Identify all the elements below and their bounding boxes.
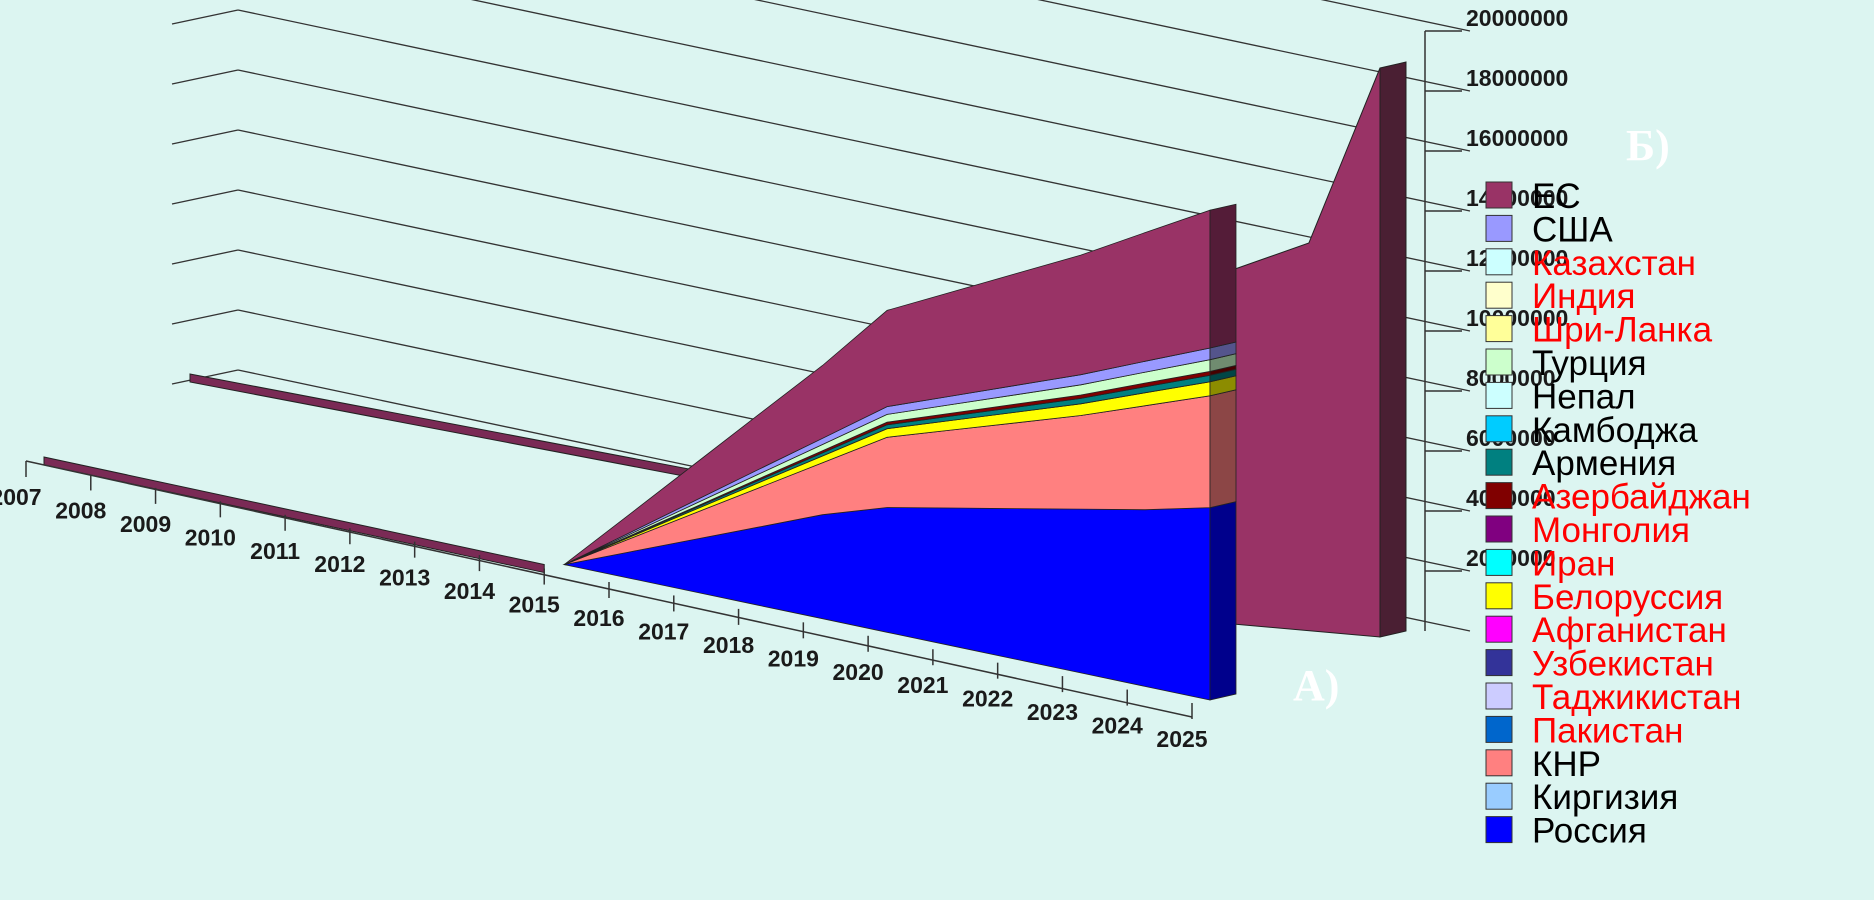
- legend-swatch: [1485, 715, 1513, 743]
- legend-label: Киргизия: [1532, 778, 1678, 817]
- legend-swatch: [1485, 482, 1513, 510]
- x-tick-label: 2009: [120, 511, 171, 537]
- legend-label: Индия: [1532, 277, 1635, 316]
- legend-label: Таджикистан: [1532, 678, 1741, 717]
- legend-swatch: [1485, 315, 1513, 343]
- panel-a: [43, 203, 1237, 701]
- legend-label: Афганистан: [1532, 611, 1727, 650]
- legend-swatch: [1485, 749, 1513, 777]
- y-tick-label: 20000000: [1466, 5, 1568, 31]
- legend-label: Россия: [1532, 812, 1647, 851]
- legend-label: Казахстан: [1532, 244, 1696, 283]
- x-tick-label: 2014: [444, 578, 495, 604]
- x-tick-label: 2007: [0, 484, 42, 510]
- legend-label: Монголия: [1532, 511, 1690, 550]
- legend-swatch: [1485, 615, 1513, 643]
- x-tick-label: 2012: [314, 551, 365, 577]
- gridline: [1037, 0, 1471, 92]
- panel-label-b: Б): [1626, 121, 1670, 170]
- legend-swatch: [1485, 448, 1513, 476]
- legend-label: ЕС: [1532, 177, 1581, 216]
- legend-label: Иран: [1532, 544, 1615, 583]
- x-tick-label: 2010: [185, 524, 236, 550]
- legend-swatch: [1485, 582, 1513, 610]
- x-tick-label: 2024: [1092, 713, 1143, 739]
- legend-swatch: [1485, 816, 1513, 844]
- x-tick-label: 2015: [509, 592, 560, 618]
- area-side-Россия: [1209, 501, 1237, 701]
- legend-label: Азербайджан: [1532, 478, 1751, 517]
- legend-swatch: [1485, 348, 1513, 376]
- legend-label: Камбоджа: [1532, 411, 1698, 450]
- y-tick-label: 18000000: [1466, 65, 1568, 91]
- legend-swatch: [1485, 649, 1513, 677]
- x-tick-label: 2011: [250, 538, 300, 564]
- legend-swatch: [1485, 682, 1513, 710]
- legend: ЕССШАКазахстанИндияШри-ЛанкаТурцияНепалК…: [1485, 177, 1751, 851]
- x-tick-label: 2008: [55, 497, 106, 523]
- area-es-back-side: [1379, 61, 1407, 638]
- legend-label: Непал: [1532, 377, 1636, 416]
- y-tick-label: 14000000: [1466, 185, 1568, 211]
- legend-label: Белоруссия: [1532, 578, 1723, 617]
- x-tick-label: 2017: [638, 618, 689, 644]
- x-tick-label: 2023: [1027, 699, 1078, 725]
- area-side-ЕС: [1209, 203, 1237, 349]
- x-tick-label: 2016: [573, 605, 624, 631]
- x-tick-label: 2018: [703, 632, 754, 658]
- gridline: [1320, 0, 1471, 32]
- gridline: [754, 0, 1471, 152]
- x-tick-label: 2021: [897, 672, 948, 698]
- x-tick-label: 2022: [962, 686, 1013, 712]
- gridline-left: [171, 309, 239, 325]
- x-tick-label: 2020: [833, 659, 884, 685]
- legend-swatch: [1485, 248, 1513, 276]
- legend-label: Турция: [1532, 344, 1647, 383]
- x-tick-label: 2013: [379, 565, 430, 591]
- legend-label: Армения: [1532, 444, 1676, 483]
- y-tick-label: 12000000: [1466, 245, 1568, 271]
- gridline: [470, 0, 1471, 212]
- gridline-left: [171, 9, 239, 25]
- gridline-left: [171, 249, 239, 265]
- y-tick-label: 16000000: [1466, 125, 1568, 151]
- x-axis: 2007 2008 2009 2010 2011 2012 2013 2014 2015 2016…: [0, 460, 1208, 752]
- legend-label: Пакистан: [1532, 711, 1683, 750]
- legend-swatch: [1485, 515, 1513, 543]
- gridline-left: [171, 129, 239, 145]
- legend-swatch: [1485, 782, 1513, 810]
- gridline-left: [171, 69, 239, 85]
- gridline: [237, 9, 1471, 272]
- legend-swatch: [1485, 214, 1513, 242]
- x-tick-label: 2019: [768, 645, 819, 671]
- legend-label: Узбекистан: [1532, 645, 1714, 684]
- legend-swatch: [1485, 548, 1513, 576]
- legend-swatch: [1485, 181, 1513, 209]
- gridline-left: [171, 189, 239, 205]
- legend-swatch: [1485, 281, 1513, 309]
- legend-swatch: [1485, 415, 1513, 443]
- panel-label-a: А): [1293, 661, 1339, 710]
- legend-label: КНР: [1532, 745, 1601, 784]
- legend-label: Шри-Ланка: [1532, 311, 1713, 350]
- x-tick-label: 2025: [1156, 726, 1207, 752]
- legend-swatch: [1485, 381, 1513, 409]
- legend-label: США: [1532, 210, 1613, 249]
- y-tick-label: 10000000: [1466, 305, 1568, 331]
- area-side-КНР: [1209, 389, 1237, 509]
